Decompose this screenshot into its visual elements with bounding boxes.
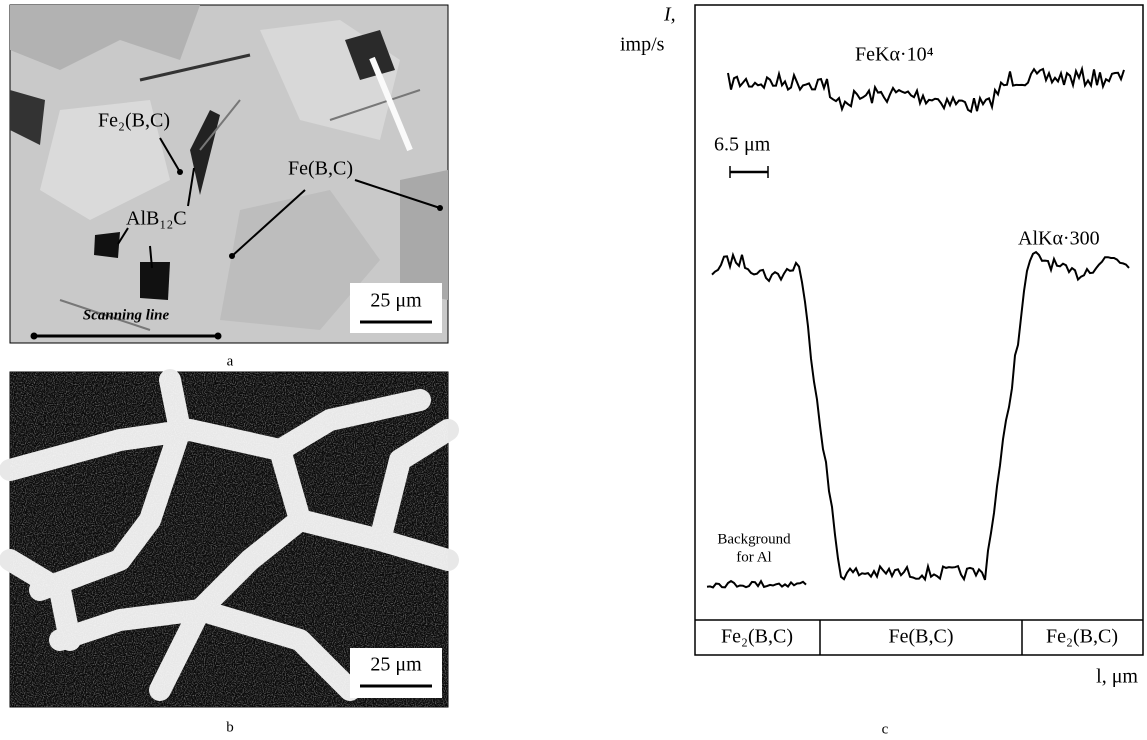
x-axis-label: l, μm	[1096, 666, 1138, 688]
caption: b	[226, 719, 234, 735]
region-label: Fe(B,C)	[889, 626, 954, 648]
scale-bar-label: 25 μm	[370, 654, 422, 676]
trace-label: AlKα·300	[1018, 228, 1100, 250]
caption: c	[882, 721, 889, 737]
y-axis-label: imp/s	[620, 34, 665, 56]
scale-bar-label: 6.5 μm	[714, 134, 771, 156]
background-label: for Al	[736, 549, 771, 565]
region-label: Fe₂(B,C)	[721, 626, 793, 648]
figure: Fe₂(B,C) Fe(B,C) AlB₁₂C 25 μm Scanning l…	[0, 0, 1147, 740]
background-label: Background	[717, 531, 791, 547]
background-trace	[707, 581, 806, 587]
fe-trace	[728, 69, 1124, 112]
phase-label: Fe₂(B,C)	[98, 110, 170, 132]
region-label: Fe₂(B,C)	[1046, 626, 1118, 648]
y-axis-label: I,	[663, 4, 676, 26]
phase-label: AlB₁₂C	[126, 208, 187, 230]
caption: a	[227, 353, 234, 369]
trace-label: FeKα·10⁴	[855, 44, 934, 66]
phase-label: Fe(B,C)	[288, 158, 353, 180]
scanning-line-label: Scanning line	[83, 307, 170, 323]
scale-bar-label: 25 μm	[370, 290, 422, 312]
